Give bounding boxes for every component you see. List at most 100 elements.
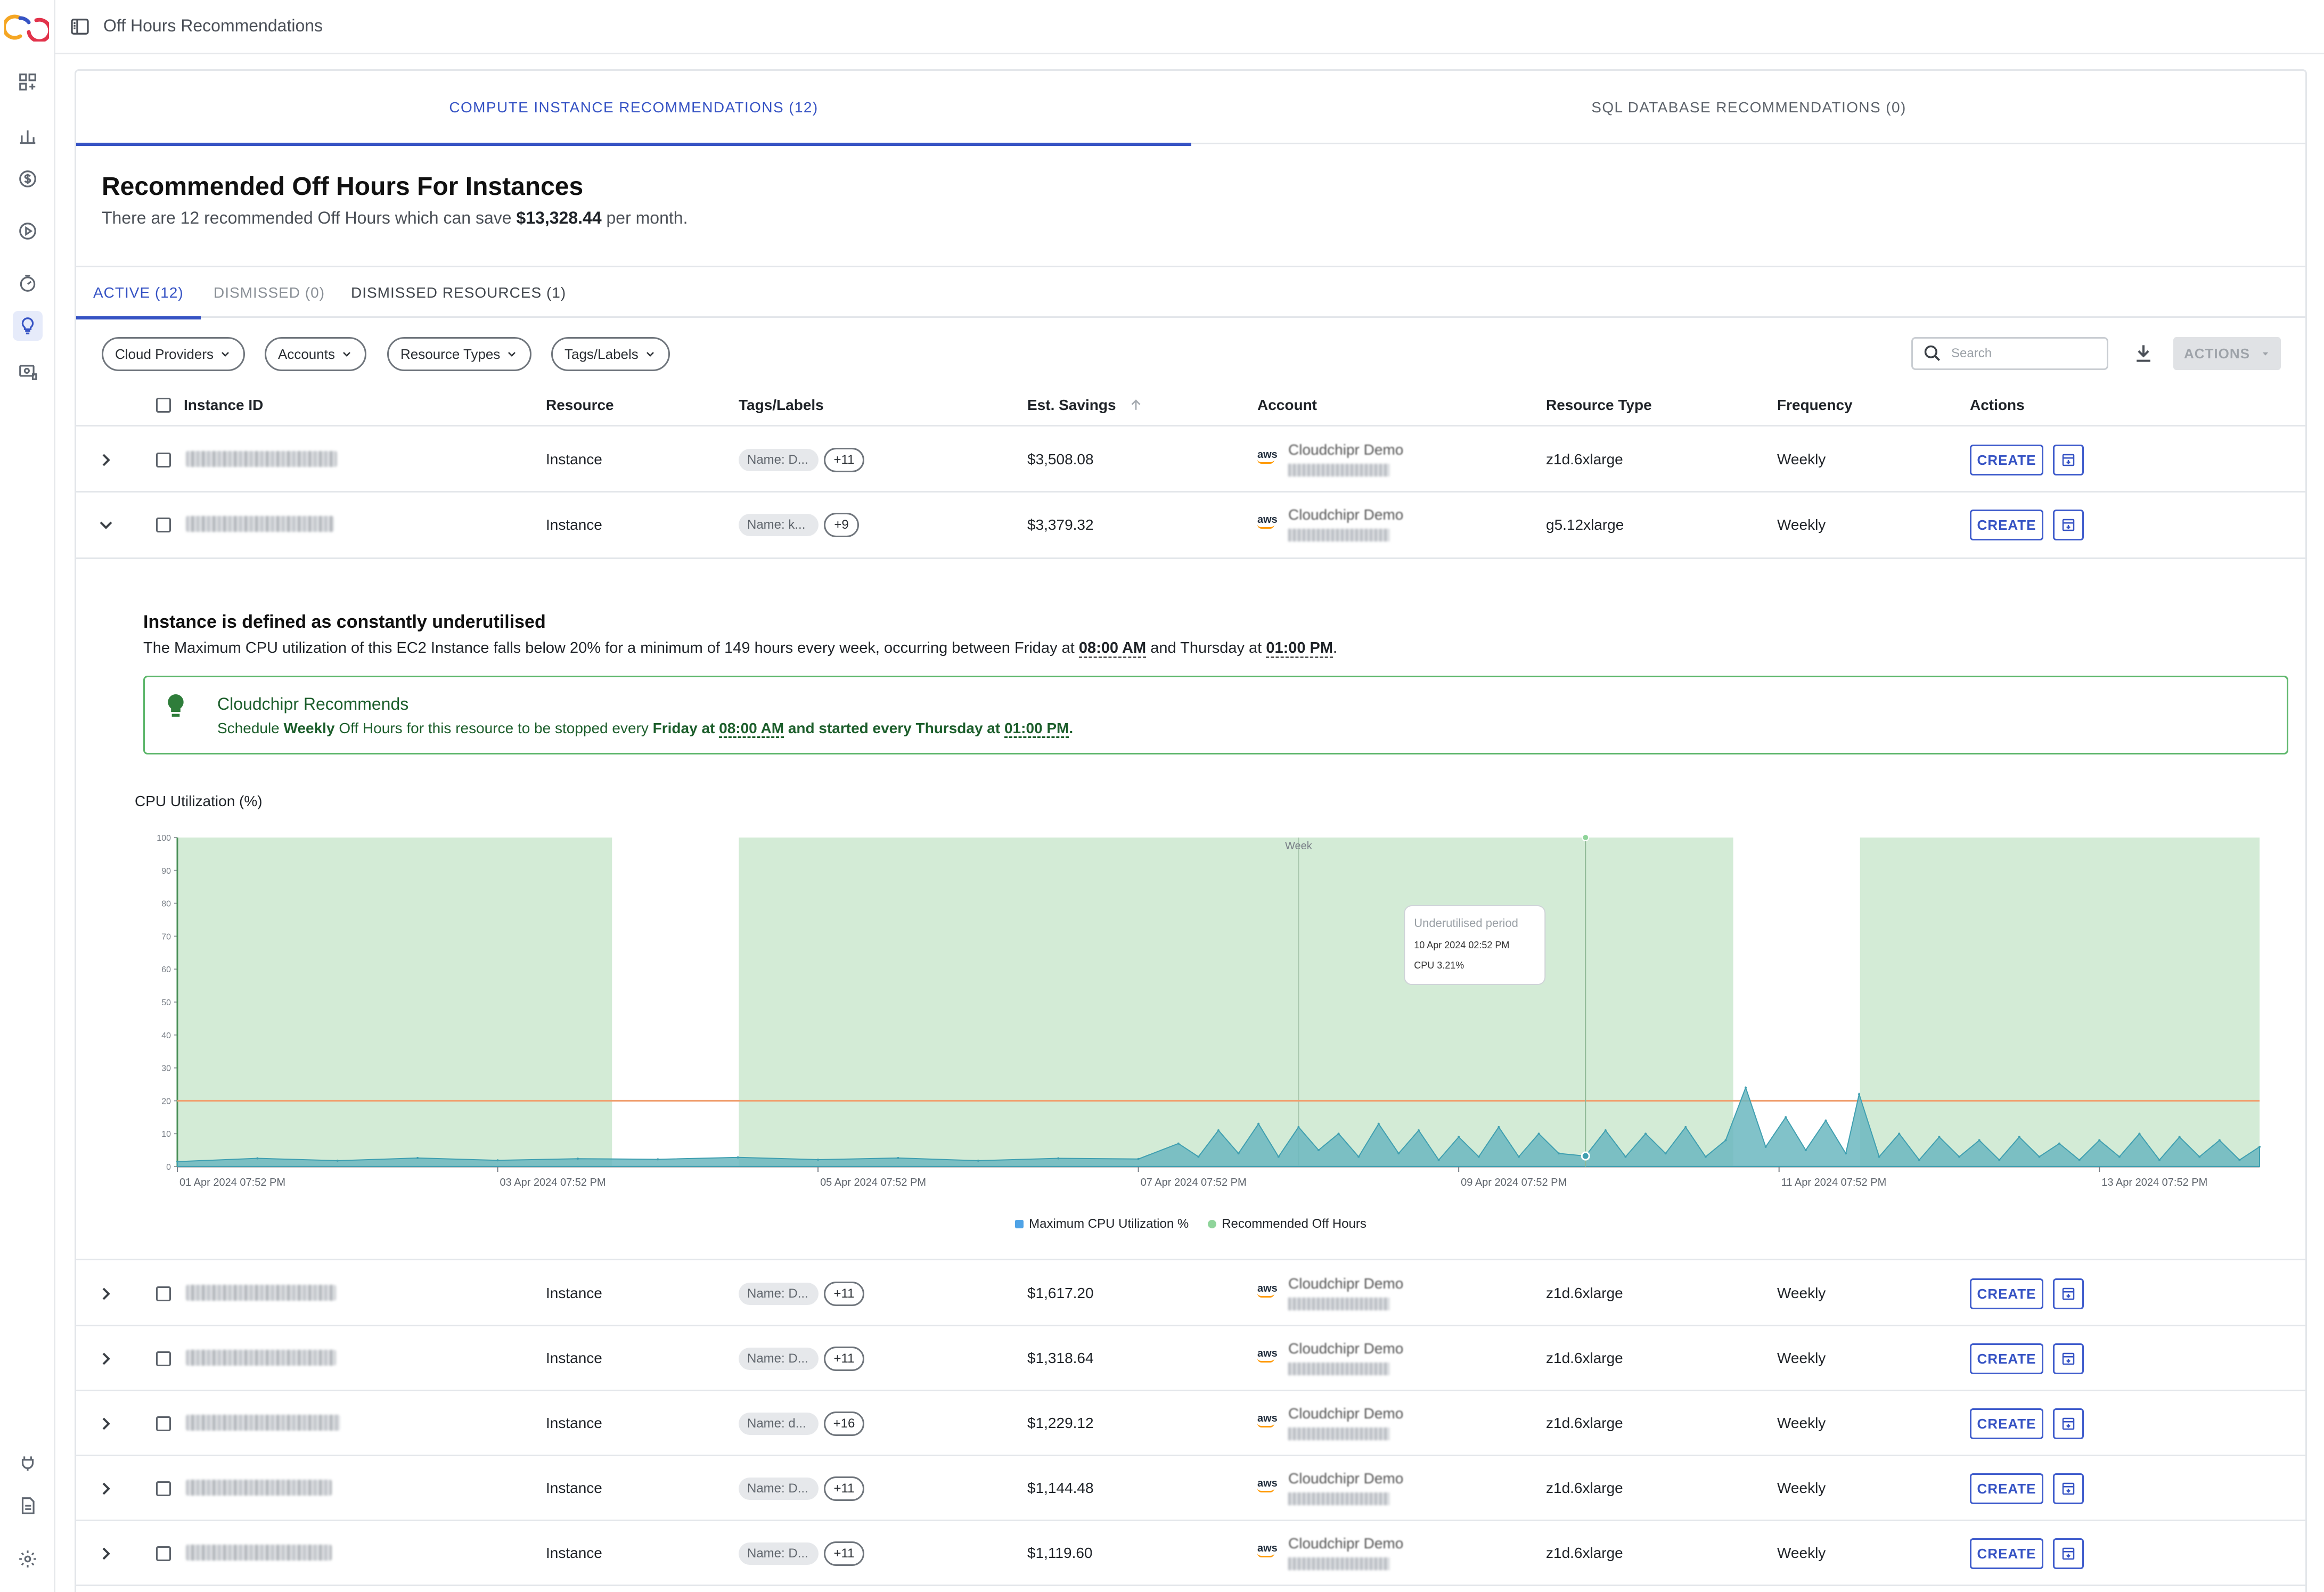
tab-compute-instance[interactable]: COMPUTE INSTANCE RECOMMENDATIONS (12) bbox=[76, 71, 1191, 146]
cpu-data-point[interactable] bbox=[2038, 1155, 2041, 1158]
cpu-data-point[interactable] bbox=[1137, 1158, 1140, 1160]
create-button[interactable]: CREATE bbox=[1970, 1538, 2043, 1569]
cpu-data-point[interactable] bbox=[2118, 1155, 2121, 1158]
off-hours-band[interactable] bbox=[1860, 838, 2260, 1167]
row-checkbox[interactable] bbox=[156, 1286, 171, 1301]
cpu-data-point[interactable] bbox=[1824, 1119, 1827, 1122]
cpu-data-point[interactable] bbox=[2138, 1133, 2141, 1135]
legend-item-cpu[interactable]: Maximum CPU Utilization % bbox=[1015, 1217, 1189, 1232]
instance-id-redacted[interactable] bbox=[186, 516, 334, 532]
table-row[interactable]: Instance Name: D... +11 $1,617.20 aws Cl… bbox=[76, 1261, 2305, 1326]
cpu-data-point[interactable] bbox=[1458, 1136, 1460, 1138]
play-circle-icon[interactable] bbox=[13, 216, 43, 246]
select-all-checkbox[interactable] bbox=[156, 397, 171, 413]
dismiss-button[interactable] bbox=[2053, 445, 2084, 475]
cpu-data-point[interactable] bbox=[1878, 1155, 1880, 1158]
column-tags-labels[interactable]: Tags/Labels bbox=[739, 396, 824, 413]
chevron-right-icon[interactable] bbox=[95, 1348, 117, 1369]
bar-chart-icon[interactable] bbox=[13, 121, 43, 151]
cpu-data-point[interactable] bbox=[1297, 1126, 1300, 1128]
off-hours-band[interactable] bbox=[177, 838, 612, 1167]
cpu-data-point[interactable] bbox=[336, 1159, 339, 1162]
dismiss-button[interactable] bbox=[2053, 1538, 2084, 1569]
cpu-data-point[interactable] bbox=[1785, 1116, 1787, 1119]
tag-pill[interactable]: Name: d... bbox=[739, 1413, 819, 1435]
cpu-data-point[interactable] bbox=[176, 1160, 178, 1163]
tag-count-badge[interactable]: +9 bbox=[824, 513, 859, 537]
tag-pill[interactable]: Name: D... bbox=[739, 1283, 819, 1305]
cloudchipr-logo-icon[interactable] bbox=[4, 13, 49, 42]
cpu-data-point[interactable] bbox=[2178, 1136, 2181, 1138]
table-row[interactable]: Instance Name: D... +11 $1,119.60 aws Cl… bbox=[76, 1521, 2305, 1586]
cpu-data-point[interactable] bbox=[1497, 1126, 1500, 1128]
create-button[interactable]: CREATE bbox=[1970, 1343, 2043, 1374]
create-button[interactable]: CREATE bbox=[1970, 1473, 2043, 1504]
tab-dismissed-resources[interactable]: DISMISSED RESOURCES (1) bbox=[351, 284, 567, 301]
cpu-data-point[interactable] bbox=[1804, 1149, 1807, 1152]
tab-dismissed[interactable]: DISMISSED (0) bbox=[214, 284, 325, 301]
cpu-data-point[interactable] bbox=[1998, 1159, 2001, 1161]
filter-cloud-providers[interactable]: Cloud Providers bbox=[102, 337, 245, 371]
cpu-data-point[interactable] bbox=[1664, 1152, 1667, 1155]
cpu-data-point[interactable] bbox=[1417, 1129, 1420, 1132]
cpu-data-point[interactable] bbox=[2098, 1139, 2101, 1142]
column-est-savings[interactable]: Est. Savings bbox=[1027, 385, 1144, 425]
cpu-data-point[interactable] bbox=[1624, 1155, 1627, 1158]
download-icon[interactable] bbox=[2132, 341, 2155, 365]
dashboard-icon[interactable] bbox=[13, 67, 43, 97]
chevron-right-icon[interactable] bbox=[95, 1543, 117, 1564]
create-button[interactable]: CREATE bbox=[1970, 1408, 2043, 1439]
sidebar-toggle-icon[interactable] bbox=[69, 16, 91, 37]
tag-pill[interactable]: Name: D... bbox=[739, 449, 819, 471]
cpu-data-point[interactable] bbox=[2238, 1159, 2241, 1161]
tag-pill[interactable]: Name: D... bbox=[739, 1542, 819, 1565]
tag-pill[interactable]: Name: D... bbox=[739, 1478, 819, 1500]
instance-id-redacted[interactable] bbox=[186, 451, 337, 467]
cpu-data-point[interactable] bbox=[1858, 1093, 1861, 1096]
hover-dot[interactable] bbox=[1581, 1151, 1590, 1161]
cpu-data-point[interactable] bbox=[1938, 1136, 1941, 1138]
instance-id-redacted[interactable] bbox=[186, 1415, 340, 1431]
cpu-data-point[interactable] bbox=[1057, 1157, 1060, 1160]
cpu-data-point[interactable] bbox=[1724, 1139, 1727, 1142]
cpu-data-point[interactable] bbox=[416, 1156, 419, 1159]
cpu-data-point[interactable] bbox=[2058, 1142, 2061, 1145]
create-button[interactable]: CREATE bbox=[1970, 510, 2043, 540]
document-icon[interactable] bbox=[13, 1491, 43, 1521]
tag-count-badge[interactable]: +11 bbox=[824, 448, 864, 472]
cpu-data-point[interactable] bbox=[1317, 1149, 1320, 1152]
cpu-data-point[interactable] bbox=[1684, 1126, 1687, 1128]
cpu-data-point[interactable] bbox=[1558, 1152, 1560, 1155]
tag-count-badge[interactable]: +11 bbox=[824, 1541, 864, 1566]
cpu-data-point[interactable] bbox=[1337, 1133, 1340, 1135]
search-input[interactable] bbox=[1951, 346, 2090, 361]
row-checkbox[interactable] bbox=[156, 453, 171, 467]
column-instance-id[interactable]: Instance ID bbox=[184, 396, 264, 413]
cpu-data-point[interactable] bbox=[2078, 1159, 2081, 1161]
dollar-circle-icon[interactable] bbox=[13, 164, 43, 194]
cpu-data-point[interactable] bbox=[1477, 1155, 1480, 1158]
cpu-data-point[interactable] bbox=[1177, 1142, 1180, 1145]
cpu-data-point[interactable] bbox=[2258, 1145, 2261, 1148]
plug-icon[interactable] bbox=[13, 1448, 43, 1478]
cpu-data-point[interactable] bbox=[1217, 1129, 1220, 1132]
cpu-data-point[interactable] bbox=[1397, 1152, 1400, 1155]
column-resource[interactable]: Resource bbox=[546, 396, 614, 413]
cpu-data-point[interactable] bbox=[817, 1159, 820, 1161]
cpu-data-point[interactable] bbox=[737, 1156, 739, 1159]
tag-count-badge[interactable]: +11 bbox=[824, 1347, 864, 1371]
tab-active[interactable]: ACTIVE (12) bbox=[76, 267, 201, 319]
cpu-data-point[interactable] bbox=[1277, 1155, 1280, 1158]
cpu-data-point[interactable] bbox=[897, 1156, 899, 1159]
lightbulb-icon[interactable] bbox=[13, 311, 43, 341]
cpu-data-point[interactable] bbox=[977, 1159, 979, 1162]
tab-sql-database[interactable]: SQL DATABASE RECOMMENDATIONS (0) bbox=[1591, 99, 1906, 116]
sort-arrow-up-icon[interactable] bbox=[1128, 397, 1144, 413]
billing-icon[interactable] bbox=[13, 357, 43, 387]
instance-id-redacted[interactable] bbox=[186, 1480, 332, 1496]
create-button[interactable]: CREATE bbox=[1970, 445, 2043, 475]
instance-id-redacted[interactable] bbox=[186, 1285, 336, 1301]
cpu-data-point[interactable] bbox=[1898, 1133, 1901, 1135]
cpu-data-point[interactable] bbox=[576, 1158, 579, 1160]
cpu-data-point[interactable] bbox=[1237, 1152, 1240, 1155]
